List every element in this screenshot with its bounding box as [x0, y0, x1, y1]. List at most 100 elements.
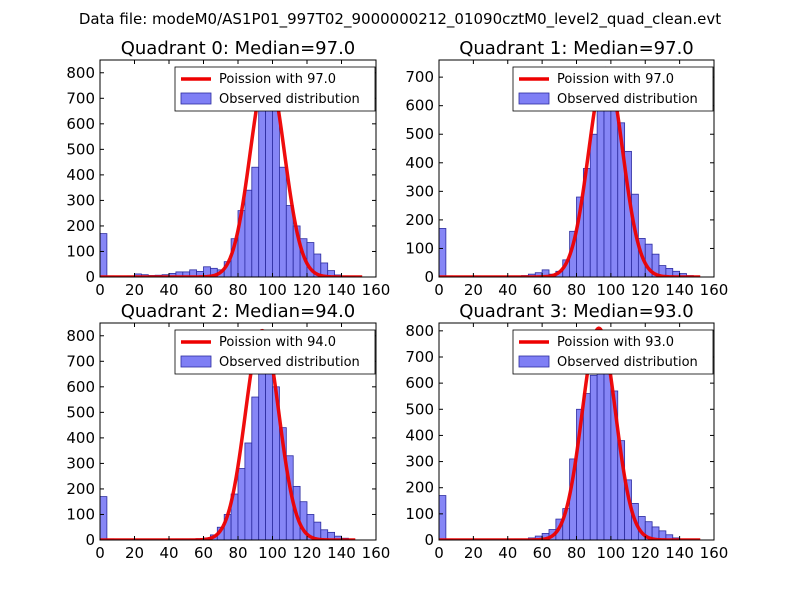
quadrant-2-xtick-label: 140 [327, 544, 356, 562]
quadrant-1-ytick-label: 100 [405, 239, 434, 257]
quadrant-3-bar [439, 495, 447, 540]
quadrant-2-poisson-curve [100, 328, 356, 540]
quadrant-2-chart: Quadrant 2: Median=94.0 0 20 40 60 80 100 120 14… [66, 301, 390, 562]
quadrant-0-ytick-label: 200 [66, 217, 95, 235]
quadrant-3-legend-label-observed: Observed distribution [557, 355, 698, 370]
quadrant-1-legend: Poission with 97.0 Observed distribution [512, 66, 714, 112]
quadrant-2-ytick-label: 300 [66, 454, 95, 472]
quadrant-0-ytick-label: 400 [66, 166, 95, 184]
quadrant-3-ytick-label: 400 [405, 426, 434, 444]
quadrant-0-bar [278, 166, 287, 277]
quadrant-2-bar [265, 348, 273, 540]
quadrant-0-bar [272, 95, 280, 277]
quadrant-0-bars [100, 82, 356, 277]
quadrant-3-bar [582, 393, 591, 540]
quadrant-2-bar [237, 468, 246, 540]
quadrant-3-ytick-label: 800 [405, 322, 434, 340]
quadrant-2-ytick-label: 400 [66, 429, 95, 447]
quadrant-2-bar [251, 396, 260, 540]
quadrant-1-bar [439, 228, 447, 277]
quadrant-0-ytick-label: 100 [66, 242, 95, 260]
quadrant-1-bar [596, 105, 605, 277]
quadrant-3-chart: Quadrant 3: Median=93.0 0 20 40 60 80 100 120 14… [405, 301, 728, 562]
quadrant-2-ytick-label: 0 [85, 531, 95, 549]
quadrant-2-bar [258, 355, 267, 540]
quadrant-3-bar [589, 374, 598, 540]
quadrant-3-title: Quadrant 3: Median=93.0 [459, 301, 694, 322]
quadrant-0-bar [100, 233, 108, 277]
quadrant-0-ytick-label: 500 [66, 140, 95, 158]
quadrant-3-xtick-label: 60 [533, 544, 552, 562]
quadrant-1-xtick-label: 140 [665, 281, 694, 299]
quadrant-2-ytick-label: 200 [66, 480, 95, 498]
quadrant-0-bar [251, 166, 260, 277]
quadrant-0-legend: Poission with 97.0 Observed distribution [174, 66, 376, 112]
quadrant-3-legend: Poission with 93.0 Observed distribution [512, 329, 714, 375]
quadrant-1-xtick-label: 160 [700, 281, 729, 299]
quadrant-2-xtick-label: 160 [362, 544, 391, 562]
quadrant-0-legend-label-observed: Observed distribution [219, 92, 360, 107]
figure-title: Data file: modeM0/AS1P01_997T02_90000002… [79, 10, 721, 29]
quadrant-0-bar [320, 262, 329, 277]
quadrant-2-xtick-label: 60 [194, 544, 213, 562]
quadrant-1-ytick-label: 600 [405, 97, 434, 115]
quadrant-3-ytick-label: 200 [405, 479, 434, 497]
quadrant-1-ytick-label: 200 [405, 211, 434, 229]
quadrant-3-ytick-label: 0 [424, 531, 434, 549]
quadrant-2-title: Quadrant 2: Median=94.0 [121, 301, 356, 322]
quadrant-0-chart: Quadrant 0: Median=97.0 0 20 40 60 80 100 120 14… [66, 38, 390, 299]
quadrant-3-xtick-label: 140 [665, 544, 694, 562]
quadrant-1-ytick-label: 300 [405, 182, 434, 200]
quadrant-0-ytick-label: 700 [66, 89, 95, 107]
quadrant-3-xtick-label: 160 [700, 544, 729, 562]
quadrant-2-ytick-label: 700 [66, 352, 95, 370]
quadrant-3-xtick-label: 40 [498, 544, 517, 562]
quadrant-0-xtick-label: 0 [95, 281, 105, 299]
quadrant-1-bar [589, 133, 598, 277]
quadrant-0-xtick-label: 80 [228, 281, 247, 299]
quadrant-2-xtick-label: 40 [159, 544, 178, 562]
quadrant-1-xtick-label: 80 [567, 281, 586, 299]
quadrant-3-legend-bar-swatch [518, 355, 550, 368]
quadrant-1-xtick-label: 60 [533, 281, 552, 299]
quadrant-0-xtick-label: 20 [125, 281, 144, 299]
quadrant-1-xtick-label: 100 [597, 281, 626, 299]
quadrant-2-xtick-label: 100 [258, 544, 287, 562]
panels: Quadrant 0: Median=97.0 0 20 40 60 80 100 120 14… [66, 38, 728, 562]
quadrant-0-bar [265, 82, 273, 277]
quadrant-3-ytick-label: 500 [405, 400, 434, 418]
quadrant-1-ytick-label: 400 [405, 154, 434, 172]
quadrant-2-legend-label-poisson: Poission with 94.0 [219, 335, 336, 350]
quadrant-1-legend-label-observed: Observed distribution [557, 92, 698, 107]
quadrant-2-xtick-label: 120 [293, 544, 322, 562]
quadrant-0-poisson-curve [100, 68, 363, 277]
quadrant-0-xtick-label: 120 [293, 281, 322, 299]
quadrant-3-xtick-label: 20 [464, 544, 483, 562]
quadrant-1-poisson-curve [439, 66, 701, 277]
quadrant-0-ytick-label: 0 [85, 268, 95, 286]
quadrant-2-ytick-label: 800 [66, 327, 95, 345]
quadrant-2-ytick-label: 100 [66, 505, 95, 523]
quadrant-1-ytick-label: 500 [405, 125, 434, 143]
quadrant-0-ytick-label: 600 [66, 115, 95, 133]
quadrant-1-ytick-label: 700 [405, 68, 434, 86]
quadrant-2-legend-label-observed: Observed distribution [219, 355, 360, 370]
quadrant-2-bar [244, 442, 253, 540]
quadrant-2-xtick-label: 0 [95, 544, 105, 562]
quadrant-1-bar [603, 91, 612, 277]
quadrant-0-bar [244, 189, 253, 277]
quadrant-1-legend-bar-swatch [518, 92, 550, 105]
quadrant-1-chart: Quadrant 1: Median=97.0 0 20 40 60 80 100 120 14… [405, 38, 728, 299]
quadrant-2-legend: Poission with 94.0 Observed distribution [174, 329, 376, 375]
quadrant-3-xtick-label: 80 [567, 544, 586, 562]
quadrant-1-legend-label-poisson: Poission with 97.0 [557, 72, 674, 87]
quadrant-2-xtick-label: 80 [228, 544, 247, 562]
quadrant-0-xtick-label: 100 [258, 281, 287, 299]
quadrant-0-ytick-label: 800 [66, 64, 95, 82]
quadrant-1-bars [439, 91, 694, 277]
quadrant-1-xtick-label: 0 [434, 281, 444, 299]
quadrant-2-ytick-label: 500 [66, 403, 95, 421]
quadrant-0-xtick-label: 60 [194, 281, 213, 299]
quadrant-3-ytick-label: 300 [405, 453, 434, 471]
quadrant-2-legend-bar-swatch [180, 355, 212, 368]
